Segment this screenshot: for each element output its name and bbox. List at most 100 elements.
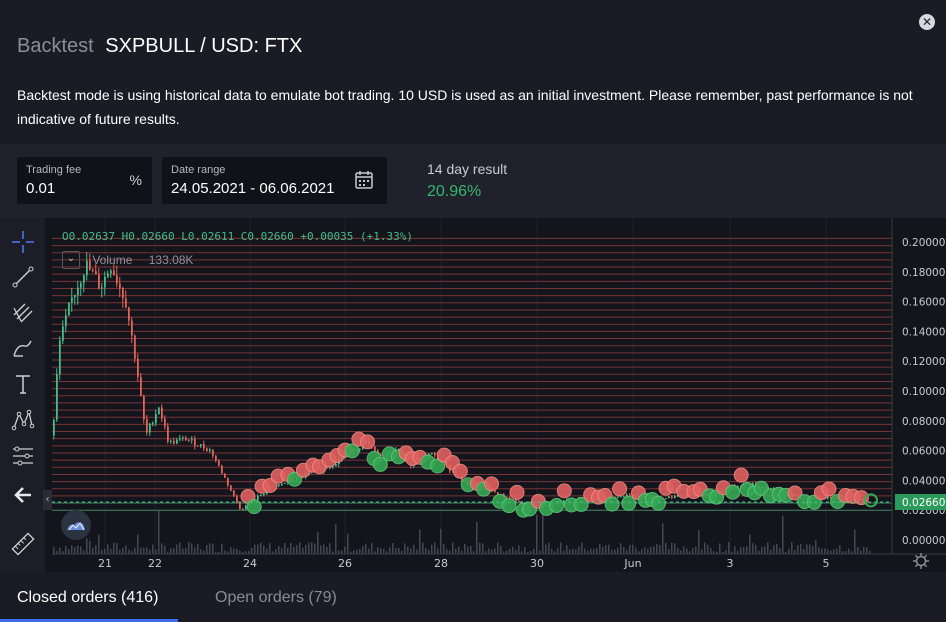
candle-body [173,440,175,444]
tradingview-logo-icon[interactable] [61,510,91,540]
candle-body [143,395,145,420]
candle-body [191,438,193,441]
volume-bar [668,548,670,554]
candle-body [629,494,631,496]
pair-title: SXPBULL / USD: FTX [105,35,303,57]
volume-bar [152,544,154,554]
volume-bar [137,534,139,554]
date-range-value[interactable]: 24.05.2021 - 06.06.2021 [171,180,335,197]
volume-bar [659,544,661,554]
candle-body [830,496,832,499]
volume-bar [287,547,289,554]
calendar-icon[interactable] [355,170,373,189]
volume-bar [782,515,784,554]
candle-body [242,508,244,510]
trend-line-icon[interactable] [9,263,37,291]
pattern-icon[interactable] [9,406,37,434]
volume-bar [368,548,370,554]
volume-bar [329,543,331,554]
tab-open-orders[interactable]: Open orders (79) [215,589,337,606]
pitchfork-icon[interactable] [9,299,37,327]
price-chart[interactable]: 0.20000 0.18000 0.16000 0.14000 0.12000 0.100… [0,218,946,572]
ruler-icon[interactable] [9,530,37,558]
volume-bar [74,547,76,554]
volume-bar [683,546,685,554]
text-tool-icon[interactable] [9,370,37,398]
candle-body [125,298,127,308]
time-axis-label: 22 [148,557,162,570]
volume-bar [98,534,100,554]
volume-bar [566,544,568,554]
chart-canvas[interactable]: 0.20000 0.18000 0.16000 0.14000 0.12000 0.100… [0,218,946,572]
candle-body [497,492,499,495]
toolbar-collapse-icon[interactable]: ‹ [43,490,52,510]
candle-body [155,413,157,424]
volume-bar [701,549,703,554]
tab-closed-orders[interactable]: Closed orders (416) [17,589,159,606]
volume-bar [434,542,436,554]
volume-bar [803,549,805,554]
volume-bar [773,545,775,554]
buy-marker [430,458,446,474]
volume-bar [122,547,124,554]
candle-body [161,407,163,419]
candle-body [149,423,151,433]
volume-bar [578,546,580,554]
volume-bar [611,549,613,554]
candle-body [281,483,283,485]
volume-bar [335,524,337,554]
volume-bar [857,546,859,554]
price-axis-label: 0.12000 [902,356,945,368]
volume-bar [539,550,541,554]
volume-bar [842,551,844,554]
volume-bar [323,544,325,554]
volume-bar [638,551,640,554]
trading-fee-field[interactable]: Trading fee 0.01 % [17,157,152,204]
volume-bar [830,550,832,554]
volume-bar [53,547,55,554]
candle-body [188,440,190,442]
volume-bar [347,533,349,554]
volume-bar [146,547,148,554]
volume-bar [641,549,643,554]
settings-gear-icon[interactable] [913,553,929,569]
buy-marker [287,471,303,487]
volume-bar [161,543,163,554]
trading-fee-value[interactable]: 0.01 [26,180,56,197]
volume-bar [392,542,394,554]
crosshair-icon[interactable] [9,228,37,256]
chevron-down-icon[interactable]: ⌄ [62,251,80,269]
volume-bar [560,542,562,554]
volume-bar [173,548,175,554]
volume-bar [113,542,115,554]
brush-icon[interactable] [9,334,37,362]
volume-bar [83,550,85,554]
volume-bar [398,548,400,554]
volume-bar [119,549,121,554]
candle-body [227,477,229,486]
sell-marker [787,485,803,501]
date-range-field[interactable]: Date range 24.05.2021 - 06.06.2021 [162,157,387,204]
price-axis-label: 0.10000 [902,386,945,398]
volume-bar [80,546,82,554]
volume-bar [212,543,214,554]
volume-bar [476,521,478,554]
volume-bar [428,549,430,554]
back-arrow-icon[interactable] [9,481,37,509]
price-axis-label: 0.04000 [902,475,945,487]
candle-body [197,445,199,447]
sell-marker [484,476,500,492]
candle-body [212,449,214,456]
candle-body [233,490,235,496]
close-icon[interactable]: ✕ [919,14,935,30]
price-axis-label: 0.20000 [902,237,945,249]
volume-bar [221,543,223,554]
sell-marker [612,481,628,497]
volume-bar [56,550,58,554]
candle-body [224,473,226,478]
volume-bar [239,550,241,554]
candle-body [665,498,667,500]
prediction-tool-icon[interactable] [9,442,37,470]
volume-bar [590,548,592,554]
percent-unit: % [129,172,142,188]
